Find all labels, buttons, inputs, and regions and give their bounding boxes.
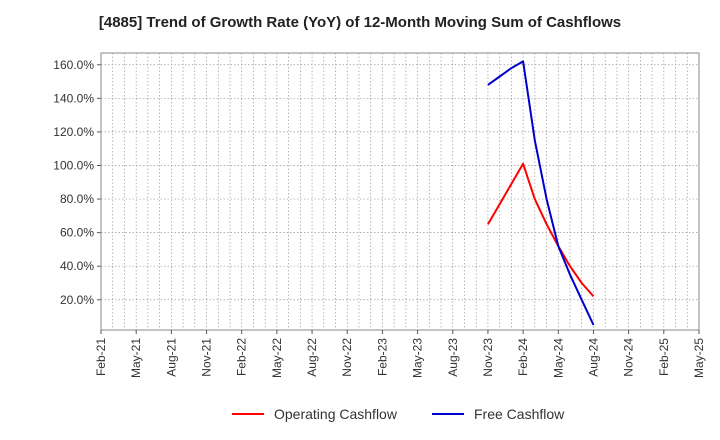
x-tick-label: Feb-25 <box>657 338 671 376</box>
x-tick-label: May-25 <box>692 338 706 378</box>
x-tick-label: May-22 <box>270 338 284 378</box>
chart-title: [4885] Trend of Growth Rate (YoY) of 12-… <box>98 14 622 31</box>
y-tick-label: 120.0% <box>53 125 94 139</box>
legend: Operating Cashflow Free Cashflow <box>232 406 565 422</box>
grid-layer <box>100 53 700 330</box>
series-line <box>487 60 595 326</box>
x-tick-label: May-21 <box>129 338 143 378</box>
x-tick-label: Nov-22 <box>340 338 354 377</box>
y-tick-label: 60.0% <box>60 226 94 240</box>
x-tick-label: Aug-22 <box>305 338 319 377</box>
y-tick-label: 100.0% <box>53 158 94 172</box>
legend-label: Free Cashflow <box>474 406 565 422</box>
x-tick-label: May-23 <box>411 338 425 378</box>
x-tick-label: May-24 <box>551 338 565 378</box>
y-tick-label: 140.0% <box>53 91 94 105</box>
series-line <box>487 162 595 298</box>
x-tick-label: Aug-24 <box>586 338 600 377</box>
x-tick-label: Aug-23 <box>446 338 460 377</box>
x-tick-label: Feb-22 <box>235 338 249 376</box>
y-tick-label: 20.0% <box>60 293 94 307</box>
y-tick-label: 80.0% <box>60 192 94 206</box>
x-tick-label: Nov-21 <box>200 338 214 377</box>
axis-layer: 20.0% 40.0% 60.0% 80.0% 100.0% 120.0% 140.0% 16… <box>53 52 706 378</box>
x-tick-label: Aug-21 <box>164 338 178 377</box>
x-tick-label: Nov-24 <box>622 338 636 377</box>
series-layer <box>487 60 595 326</box>
plot-frame <box>100 52 700 331</box>
x-tick-label: Feb-23 <box>375 338 389 376</box>
y-tick-label: 160.0% <box>53 58 94 72</box>
x-tick-label: Feb-24 <box>516 338 530 376</box>
legend-label: Operating Cashflow <box>274 406 398 422</box>
y-tick-label: 40.0% <box>60 259 94 273</box>
x-tick-label: Feb-21 <box>94 338 108 376</box>
x-tick-label: Nov-23 <box>481 338 495 377</box>
